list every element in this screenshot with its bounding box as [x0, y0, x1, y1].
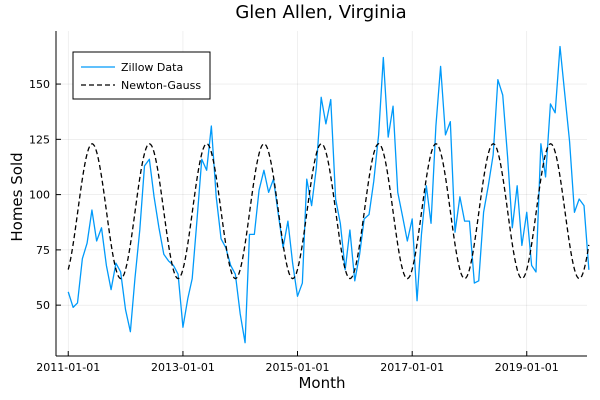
x-tick-label: 2019-01-01 [495, 361, 559, 374]
y-tick-label: 150 [29, 78, 50, 91]
axes [55, 31, 587, 357]
y-axis-label: Homes Sold [8, 152, 26, 241]
y-axis-ticks: 50 75 100 125 150 [29, 78, 61, 312]
legend-box [72, 51, 211, 100]
series-layer [67, 45, 590, 344]
legend-label-zillow-data: Zillow Data [121, 61, 183, 74]
chart-title: Glen Allen, Virginia [235, 2, 406, 23]
x-tick-label: 2011-01-01 [36, 361, 100, 374]
x-axis-ticks: 2011-01-01 2013-01-01 2015-01-01 2017-01-01… [36, 351, 559, 374]
y-tick-label: 100 [29, 189, 50, 202]
x-tick-label: 2015-01-01 [266, 361, 330, 374]
legend: Zillow Data Newton-Gauss [72, 51, 211, 100]
grid-lines [56, 31, 587, 356]
y-tick-label: 75 [36, 244, 50, 257]
series-line-zillow-data [67, 45, 590, 344]
x-axis-label: Month [298, 374, 345, 392]
y-tick-label: 50 [36, 299, 50, 312]
legend-label-newton-gauss: Newton-Gauss [121, 79, 201, 92]
x-tick-label: 2013-01-01 [151, 361, 215, 374]
series-line-newton-gauss [67, 143, 590, 280]
y-tick-label: 125 [29, 133, 50, 146]
x-tick-label: 2017-01-01 [380, 361, 444, 374]
